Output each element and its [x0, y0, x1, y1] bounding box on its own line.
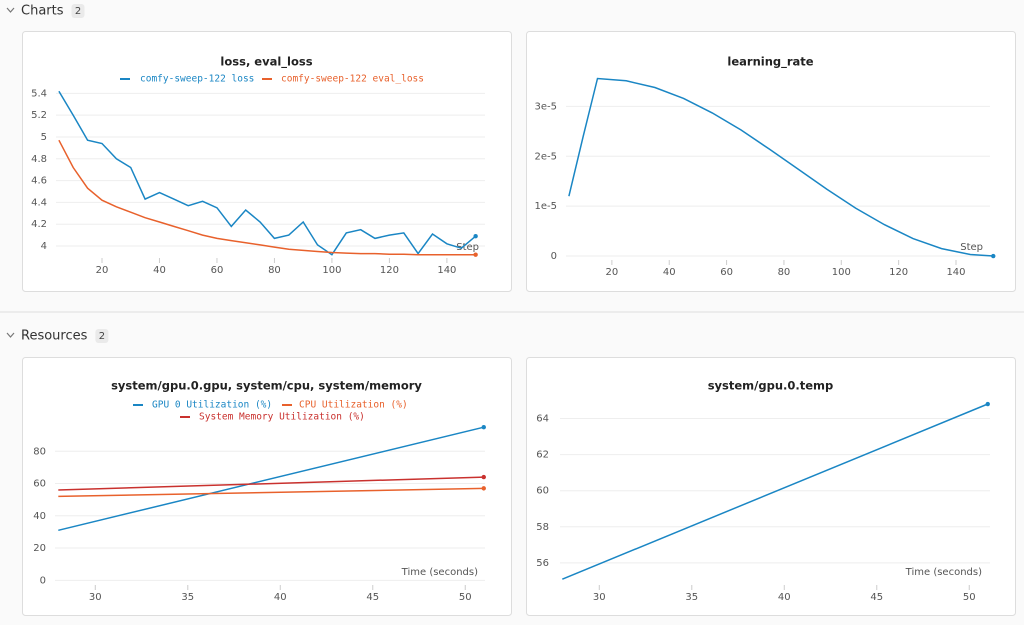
- y-tick-label: 0: [551, 251, 557, 262]
- y-tick-label: 5: [41, 132, 47, 143]
- x-tick-label: 40: [778, 592, 791, 603]
- y-tick-label: 4.2: [31, 219, 47, 230]
- x-tick-label: 20: [606, 267, 619, 278]
- series-line: [562, 403, 989, 580]
- x-axis-label: Step: [960, 242, 983, 253]
- end-point: [481, 486, 486, 491]
- x-axis-label: Step: [456, 242, 479, 253]
- end-point: [991, 253, 996, 259]
- y-tick-label: 64: [536, 413, 549, 424]
- y-tick-label: 3e-5: [535, 101, 558, 112]
- x-tick-label: 20: [96, 265, 109, 276]
- x-tick-label: 45: [870, 592, 883, 603]
- end-point: [985, 401, 990, 407]
- x-tick-label: 45: [366, 592, 379, 603]
- end-point: [473, 252, 478, 257]
- y-tick-label: 60: [536, 486, 549, 497]
- chart-panel: [22, 31, 512, 292]
- y-tick-label: 80: [33, 446, 46, 457]
- series-line: [58, 487, 484, 498]
- section-title[interactable]: Charts: [21, 4, 64, 19]
- section-count: 2: [99, 331, 105, 342]
- chart-panel: [526, 31, 1016, 292]
- legend-label: CPU Utilization (%): [299, 400, 408, 411]
- chart-title: system/gpu.0.temp: [708, 379, 834, 393]
- y-tick-label: 4: [41, 241, 47, 252]
- series-line: [58, 139, 476, 256]
- x-tick-label: 40: [663, 267, 676, 278]
- series-line: [568, 77, 994, 257]
- series-line: [58, 426, 484, 532]
- x-axis-label: Time (seconds): [401, 567, 478, 578]
- y-tick-label: 58: [536, 522, 549, 533]
- y-tick-label: 4.6: [31, 176, 47, 187]
- x-tick-label: 100: [322, 265, 341, 276]
- collapse-chevron[interactable]: [6, 332, 15, 338]
- chart-panel: [526, 357, 1016, 616]
- x-tick-label: 40: [153, 265, 166, 276]
- collapse-chevron[interactable]: [6, 7, 15, 13]
- x-tick-label: 80: [268, 265, 281, 276]
- y-tick-label: 60: [33, 479, 46, 490]
- section-title[interactable]: Resources: [21, 329, 88, 344]
- x-tick-label: 30: [89, 592, 102, 603]
- end-point: [481, 425, 486, 430]
- legend-label: GPU 0 Utilization (%): [152, 400, 272, 411]
- count-badge: [95, 329, 109, 343]
- y-tick-label: 1e-5: [535, 201, 558, 212]
- chart-panel: [22, 357, 512, 616]
- x-tick-label: 120: [380, 265, 399, 276]
- y-tick-label: 0: [40, 575, 46, 586]
- count-badge: [71, 4, 85, 18]
- y-tick-label: 2e-5: [535, 151, 558, 162]
- legend-label: System Memory Utilization (%): [199, 412, 365, 423]
- x-tick-label: 80: [778, 267, 791, 278]
- x-tick-label: 100: [832, 267, 851, 278]
- chart-title: loss, eval_loss: [220, 55, 312, 70]
- section-count: 2: [75, 6, 81, 17]
- y-tick-label: 4.4: [31, 197, 47, 208]
- y-tick-label: 20: [33, 543, 46, 554]
- x-tick-label: 140: [946, 267, 965, 278]
- legend-label: comfy-sweep-122 eval_loss: [281, 74, 424, 85]
- legend-label: comfy-sweep-122 loss: [140, 74, 254, 85]
- x-tick-label: 40: [274, 592, 287, 603]
- x-tick-label: 50: [963, 592, 976, 603]
- x-tick-label: 120: [889, 267, 908, 278]
- y-tick-label: 4.8: [31, 154, 47, 165]
- y-tick-label: 40: [33, 511, 46, 522]
- end-point: [481, 474, 486, 480]
- x-tick-label: 30: [593, 592, 606, 603]
- end-point: [473, 233, 478, 239]
- chart-title: system/gpu.0.gpu, system/cpu, system/mem…: [111, 379, 422, 393]
- y-tick-label: 62: [536, 450, 549, 461]
- x-tick-label: 60: [211, 265, 224, 276]
- series-line: [58, 476, 484, 491]
- x-tick-label: 35: [685, 592, 698, 603]
- y-tick-label: 5.2: [31, 110, 47, 121]
- x-axis-label: Time (seconds): [905, 567, 982, 578]
- chart-title: learning_rate: [727, 55, 813, 70]
- y-tick-label: 5.4: [31, 88, 47, 99]
- series-line: [58, 90, 477, 256]
- x-tick-label: 60: [720, 267, 733, 278]
- x-tick-label: 140: [437, 265, 456, 276]
- x-tick-label: 35: [181, 592, 194, 603]
- y-tick-label: 56: [536, 558, 549, 569]
- x-tick-label: 50: [459, 592, 472, 603]
